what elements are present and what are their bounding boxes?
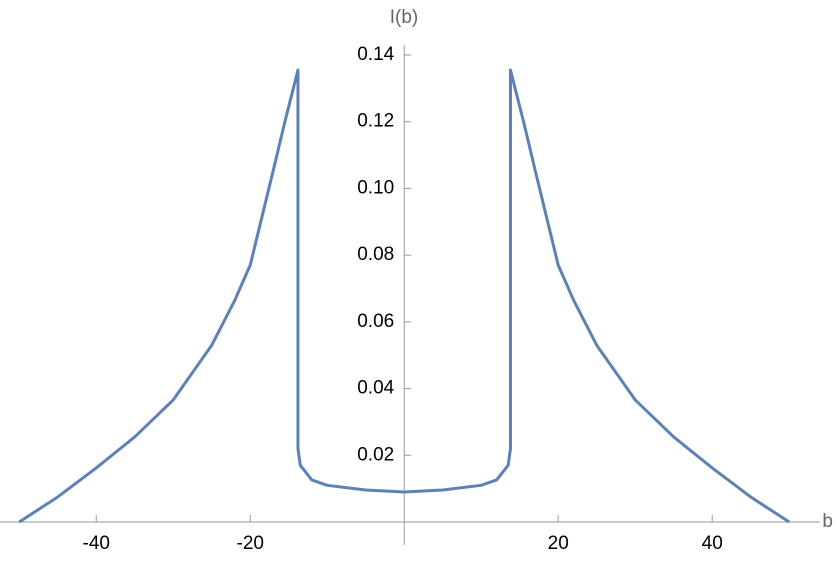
y-tick-label: 0.04	[357, 378, 394, 399]
x-tick-label: 20	[548, 533, 569, 554]
y-tick-label: 0.02	[357, 444, 394, 465]
y-tick-label: 0.08	[357, 244, 394, 265]
x-tick-label: -20	[237, 533, 264, 554]
y-tick-label: 0.10	[357, 177, 394, 198]
x-tick-label: 40	[702, 533, 723, 554]
data-line	[18, 68, 791, 524]
y-tick-label: 0.14	[357, 44, 394, 65]
y-tick-label: 0.12	[357, 111, 394, 132]
y-axis-label: I(b)	[390, 7, 419, 28]
x-axis-label: b	[822, 511, 833, 532]
x-tick-label: -40	[83, 533, 110, 554]
y-tick-label: 0.06	[357, 311, 394, 332]
